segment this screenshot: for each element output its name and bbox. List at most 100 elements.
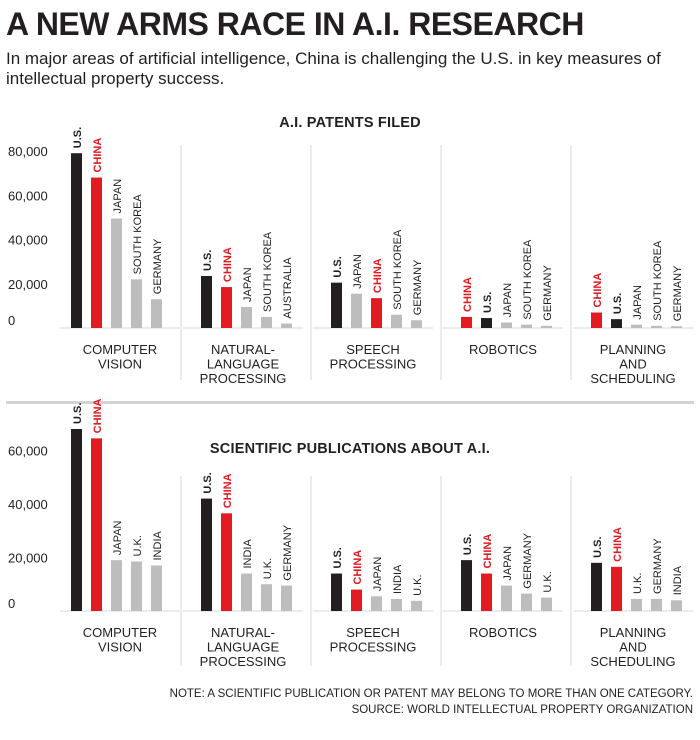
bar-label: SOUTH KOREA: [652, 240, 664, 321]
bar: [201, 498, 212, 611]
category-label: VISION: [98, 357, 142, 372]
bar-label: JAPAN: [112, 520, 124, 555]
category-label: COMPUTER: [83, 342, 157, 357]
bar-label: CHINA: [222, 247, 234, 282]
bar-label: U.S.: [482, 292, 494, 313]
bar-label: INDIA: [152, 530, 164, 560]
bar-label: CHINA: [612, 527, 624, 562]
category-label: VISION: [98, 640, 142, 655]
category-label: SCHEDULING: [590, 371, 675, 386]
bar: [281, 323, 292, 328]
bar: [671, 600, 682, 611]
bar: [351, 589, 362, 611]
bar-label: GERMANY: [672, 265, 684, 321]
bar: [481, 573, 492, 611]
bar-label: U.S.: [72, 403, 84, 424]
bar-label: U.S.: [592, 536, 604, 557]
bar: [651, 598, 662, 611]
category-label: AND: [619, 640, 646, 655]
bar-label: SOUTH KOREA: [132, 194, 144, 275]
bar: [481, 318, 492, 328]
category-label: AND: [619, 357, 646, 372]
bar: [391, 314, 402, 328]
bar: [91, 177, 102, 328]
y-axis-tick-label: 40,000: [8, 233, 48, 248]
bar-label: INDIA: [672, 565, 684, 595]
bar-label: CHINA: [462, 277, 474, 312]
bar: [221, 513, 232, 611]
y-axis-tick-label: 40,000: [8, 497, 48, 512]
category-label: PLANNING: [600, 625, 666, 640]
bar: [411, 320, 422, 328]
bar: [71, 153, 82, 328]
category-label: NATURAL-: [211, 625, 275, 640]
bar: [371, 298, 382, 328]
bar-label: U.K.: [412, 574, 424, 595]
bar-label: CHINA: [92, 138, 104, 173]
bar: [611, 319, 622, 328]
bar-label: U.S.: [332, 547, 344, 568]
category-label: PROCESSING: [330, 640, 417, 655]
category-label: PLANNING: [600, 342, 666, 357]
bar-label: CHINA: [372, 258, 384, 293]
bar-label: CHINA: [222, 473, 234, 508]
bar: [331, 282, 342, 328]
bar: [651, 325, 662, 328]
bar-label: JAPAN: [242, 267, 254, 302]
bar-label: JAPAN: [632, 285, 644, 320]
bar: [131, 279, 142, 328]
bar: [71, 428, 82, 611]
category-label: ROBOTICS: [469, 342, 537, 357]
bar-label: CHINA: [92, 398, 104, 433]
bar-label: JAPAN: [112, 179, 124, 214]
bar: [151, 565, 162, 611]
bar: [461, 316, 472, 328]
page-title: A NEW ARMS RACE IN A.I. RESEARCH: [6, 6, 584, 42]
bar: [631, 324, 642, 328]
bar-label: GERMANY: [412, 259, 424, 315]
bar: [591, 312, 602, 328]
bar-label: JAPAN: [352, 254, 364, 289]
bar-label: U.S.: [72, 127, 84, 148]
bar: [151, 299, 162, 328]
bar-label: JAPAN: [372, 557, 384, 592]
bar-label: JAPAN: [502, 283, 514, 318]
bar-label: GERMANY: [282, 524, 294, 580]
bar-label: SOUTH KOREA: [262, 231, 274, 312]
bar-label: CHINA: [482, 534, 494, 569]
y-axis-tick-label: 60,000: [8, 443, 48, 458]
bar: [611, 566, 622, 611]
y-axis-tick-label: 80,000: [8, 144, 48, 159]
bar-label: SOUTH KOREA: [522, 239, 534, 320]
bar: [501, 585, 512, 611]
y-axis-tick-label: 20,000: [8, 550, 48, 565]
bar: [331, 573, 342, 611]
bar-label: GERMANY: [652, 538, 664, 594]
bar: [461, 560, 472, 611]
publications-section-title: SCIENTIFIC PUBLICATIONS ABOUT A.I.: [209, 441, 491, 457]
y-axis-tick-label: 60,000: [8, 188, 48, 203]
bar: [131, 561, 142, 611]
bar-label: INDIA: [392, 564, 404, 594]
bar: [591, 562, 602, 611]
bar-label: U.S.: [202, 250, 214, 271]
bar: [261, 316, 272, 328]
bar-label: JAPAN: [502, 546, 514, 581]
bar: [351, 293, 362, 328]
category-label: NATURAL-: [211, 342, 275, 357]
bar-label: U.K.: [262, 558, 274, 579]
category-label: PROCESSING: [330, 357, 417, 372]
bar: [261, 584, 272, 611]
category-label: LANGUAGE: [207, 640, 280, 655]
bar: [371, 596, 382, 611]
bar: [521, 324, 532, 328]
y-axis-tick-label: 0: [8, 596, 15, 611]
bar-label: U.S.: [332, 256, 344, 277]
bar-label: U.S.: [202, 472, 214, 493]
patents-section-title: A.I. PATENTS FILED: [279, 115, 421, 131]
bar: [201, 276, 212, 328]
bar-label: GERMANY: [522, 532, 534, 588]
y-axis-tick-label: 0: [8, 313, 15, 328]
bar-label: U.K.: [132, 535, 144, 556]
bar: [91, 438, 102, 611]
